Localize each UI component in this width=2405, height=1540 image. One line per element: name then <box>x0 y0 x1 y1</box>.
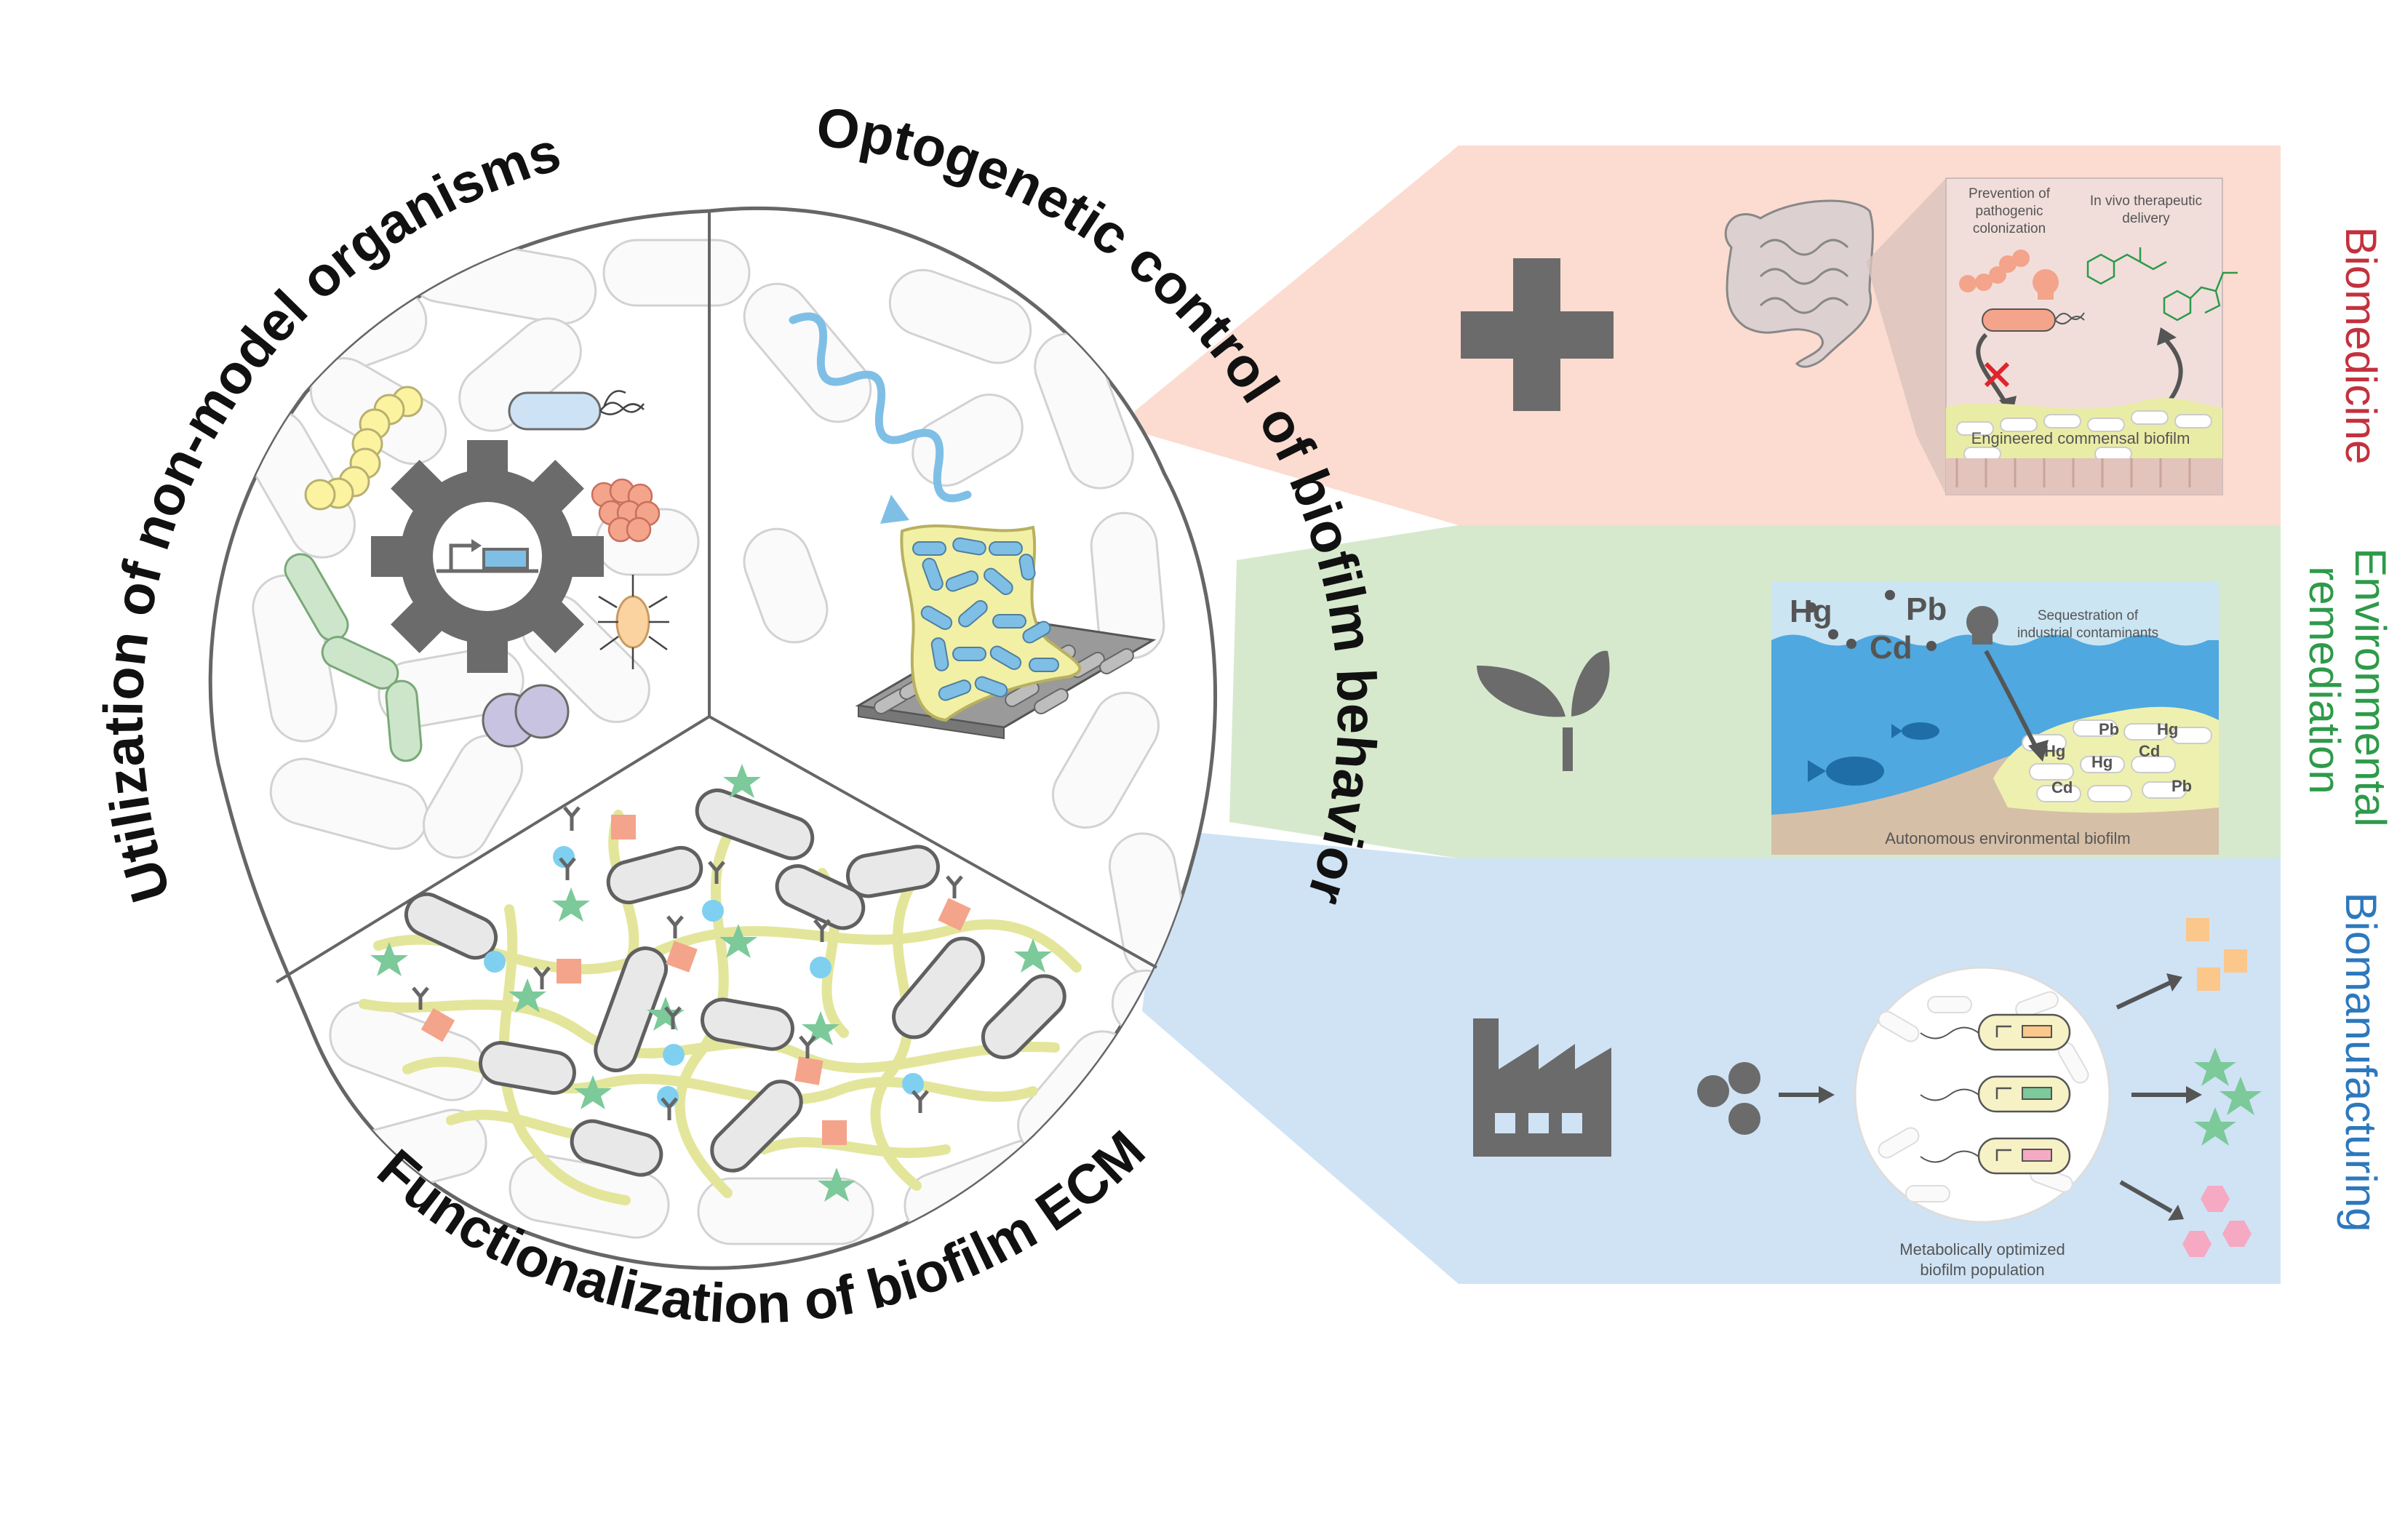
ecm-orange-squares <box>420 815 971 1145</box>
light-induced-biofilm <box>900 524 1082 722</box>
sequestration-line1: Sequestration of <box>2038 608 2139 623</box>
nonmodel-organisms-sector <box>284 386 669 762</box>
commensal-biofilm-label: Engineered commensal biofilm <box>1971 429 2190 447</box>
metal-pb: Pb <box>1906 591 1947 627</box>
engineered-cells <box>1920 1013 2071 1175</box>
product-hexagons <box>2182 1186 2252 1257</box>
sprout-icon <box>1477 650 1610 771</box>
contaminant-skull-icon <box>1966 606 1998 645</box>
output-arrows <box>2115 980 2190 1213</box>
ecm-sector <box>359 764 1082 1205</box>
blocked-arrow <box>1976 332 2010 409</box>
sequestration-arrow <box>1984 650 2039 751</box>
purple-diplococcus-organism <box>482 684 570 748</box>
biofilm-pb-1: Pb <box>2099 720 2119 738</box>
metal-dots <box>1806 590 1937 651</box>
population-caption-line2: biofilm population <box>1920 1261 2044 1279</box>
red-x-icon <box>1984 362 2010 388</box>
gear-icon <box>371 440 604 673</box>
flagellated-organism <box>598 575 669 669</box>
light-wave <box>789 312 972 503</box>
intestine-icon <box>1724 199 1874 368</box>
biofilm-hg-2: Hg <box>2157 720 2178 738</box>
ecm-cells <box>404 789 1066 1177</box>
factory-icon <box>1473 1018 1611 1157</box>
yellow-chain-organism <box>304 386 423 511</box>
ecm-antibodies <box>412 806 963 1120</box>
therapeutic-molecules <box>2086 247 2238 322</box>
environmental-biofilm-label: Autonomous environmental biofilm <box>1885 829 2131 847</box>
biofilm-cd-1: Cd <box>2139 742 2160 760</box>
optogenetic-sector <box>789 312 1157 740</box>
pathogen-rod <box>1982 308 2056 332</box>
sequestration-line2: industrial contaminants <box>2017 626 2158 641</box>
divider-left <box>275 715 711 984</box>
biofilm-pb-2: Pb <box>2171 777 2192 795</box>
ecm-green-stars <box>370 764 1052 1202</box>
divider-right <box>709 715 1157 969</box>
blue-rod-organism <box>508 390 645 431</box>
prevention-line1: Prevention of <box>1969 186 2051 202</box>
substrate-molecules <box>1697 1062 1760 1135</box>
gut-zoom-panel: Prevention of pathogenic colonization In… <box>1945 177 2238 495</box>
label-biomedicine: Biomedicine <box>2337 227 2385 465</box>
biofilm-hg-1: Hg <box>2044 742 2065 760</box>
biofilm-population-sphere <box>1854 966 2111 1224</box>
label-environmental: Environmental <box>2346 548 2395 827</box>
skull-icon <box>2033 269 2059 300</box>
product-stars <box>2194 1048 2262 1146</box>
pathogen-chain <box>1959 250 2030 292</box>
biofilm-hg-3: Hg <box>2091 753 2113 771</box>
orange-cluster-organism <box>591 478 661 543</box>
delivery-line2: delivery <box>2122 211 2170 226</box>
label-remediation: remediation <box>2300 566 2349 794</box>
biofilm-cd-2: Cd <box>2051 778 2073 797</box>
environment-scene: Hg Pb Cd Sequestration of industrial con… <box>1771 582 2219 855</box>
zoom-wedge <box>1866 178 1946 495</box>
prevention-line2: pathogenic <box>1976 204 2043 219</box>
medical-cross-icon <box>1461 258 1614 411</box>
label-biomanufacturing: Biomanufacturing <box>2337 893 2385 1232</box>
biofilm-hexagon <box>208 206 1218 1270</box>
delivery-line1: In vivo therapeutic <box>2090 194 2202 209</box>
green-rod-chain-organism <box>284 553 423 762</box>
prevention-line3: colonization <box>1973 221 2046 236</box>
fish-icons <box>1808 722 1939 786</box>
metal-cd: Cd <box>1870 630 1913 666</box>
light-arrow-head <box>880 495 909 524</box>
product-squares <box>2186 918 2247 991</box>
population-caption-line1: Metabolically optimized <box>1899 1240 2065 1258</box>
